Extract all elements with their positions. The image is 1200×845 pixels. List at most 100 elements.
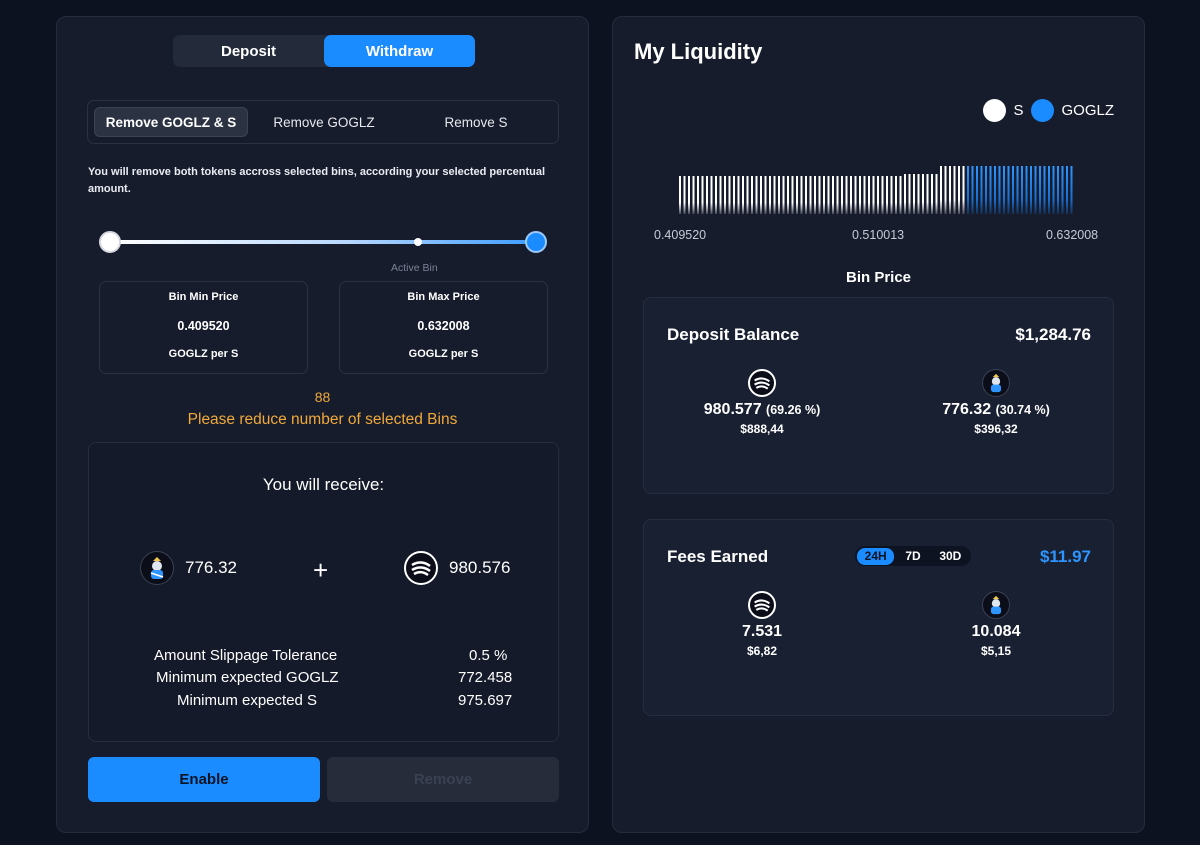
remove-goglz-tab[interactable]: Remove GOGLZ: [273, 114, 375, 130]
bin-bar: [1025, 166, 1028, 214]
bin-bar: [967, 166, 969, 214]
receive-goglz-amount: 776.32: [185, 558, 237, 577]
receive-summary: You will receive: 776.32 + 980.576 Amoun…: [88, 442, 559, 742]
plus-sign: +: [313, 555, 329, 585]
bin-bar: [926, 174, 929, 214]
bin-bar: [989, 166, 992, 214]
range-tab-7d[interactable]: 7D: [905, 548, 921, 563]
bin-bar: [976, 166, 978, 214]
bin-bar: [881, 176, 884, 214]
bin-bar: [1057, 166, 1059, 214]
bin-bar: [1003, 166, 1005, 214]
chart-legend: S GOGLZ: [975, 99, 1114, 122]
bin-bar: [859, 176, 861, 214]
bin-bar: [890, 176, 893, 214]
fees-goglz-amount: 10.084: [971, 623, 1021, 640]
bin-bar: [863, 176, 866, 214]
bin-bar: [742, 176, 744, 214]
bin-bar: [1030, 166, 1032, 214]
goglz-legend-swatch: [1031, 99, 1055, 122]
bin-bar: [917, 174, 920, 214]
fees-title: Fees Earned: [667, 547, 769, 566]
bin-bar: [877, 176, 879, 214]
slider-max-handle[interactable]: [525, 231, 547, 253]
fees-goglz-column: 10.084 $5,15: [921, 591, 1071, 658]
bin-bar: [953, 166, 956, 214]
bin-bar: [692, 176, 695, 214]
s-token-icon: [748, 369, 776, 397]
bin-max-unit: GOGLZ per S: [408, 348, 479, 360]
s-token-icon: [748, 591, 776, 619]
bin-bar: [980, 166, 983, 214]
remove-button[interactable]: Remove: [327, 757, 559, 802]
axis-tick-min: 0.409520: [654, 228, 707, 242]
remove-both-tab[interactable]: Remove GOGLZ & S: [94, 107, 248, 137]
deposit-goglz-pct: (30.74 %): [995, 403, 1050, 417]
bin-bar: [994, 166, 996, 214]
bin-bar: [710, 176, 713, 214]
tab-withdraw[interactable]: Withdraw: [324, 35, 475, 67]
range-tab-24h[interactable]: 24H: [857, 547, 895, 565]
bin-bar: [1039, 166, 1041, 214]
min-s-value: 975.697: [458, 692, 513, 709]
legend-label-s: S: [1013, 102, 1024, 119]
bin-bar: [854, 176, 857, 214]
bin-bar: [683, 176, 686, 214]
bin-range-slider[interactable]: Active Bin: [99, 229, 547, 274]
mode-toggle: Deposit Withdraw: [173, 35, 475, 67]
deposit-goglz-usd: $396,32: [974, 422, 1018, 436]
bin-bar: [701, 176, 704, 214]
bin-min-value: 0.409520: [177, 319, 230, 333]
bin-bar: [697, 176, 699, 214]
bin-bar: [791, 176, 794, 214]
bin-bar: [760, 176, 762, 214]
deposit-goglz-amount: 776.32: [942, 401, 992, 418]
legend-item-s: S: [983, 99, 1023, 122]
bin-bar: [814, 176, 816, 214]
deposit-s-pct: (69.26 %): [766, 403, 821, 417]
liquidity-bin-chart: [679, 166, 1073, 214]
bin-bar: [868, 176, 870, 214]
panel-title: My Liquidity: [634, 39, 763, 64]
bin-max-price-box: Bin Max Price 0.632008 GOGLZ per S: [339, 281, 548, 374]
bin-bar: [818, 176, 821, 214]
bin-bar: [998, 166, 1001, 214]
tab-deposit[interactable]: Deposit: [220, 42, 276, 60]
bin-bar: [895, 176, 897, 214]
bin-bar: [931, 174, 933, 214]
bin-bar: [773, 176, 776, 214]
liquidity-panel: My Liquidity S GOGLZ 0.409520 0.510013 0…: [612, 16, 1145, 833]
slippage-value: 0.5 %: [469, 647, 508, 664]
bin-bar: [1007, 166, 1010, 214]
bin-bar: [733, 176, 735, 214]
bin-bar: [769, 176, 771, 214]
deposit-total: $1,284.76: [1015, 325, 1091, 344]
bin-bar: [796, 176, 798, 214]
slider-track[interactable]: [109, 240, 537, 244]
receive-s-amount: 980.576: [449, 558, 511, 577]
deposit-s-column: 980.577 (69.26 %) $888,44: [687, 369, 837, 436]
bin-bar: [1043, 166, 1046, 214]
fees-s-usd: $6,82: [746, 644, 778, 658]
bin-bar: [1048, 166, 1050, 214]
bin-bar: [1066, 166, 1068, 214]
remove-s-tab[interactable]: Remove S: [444, 114, 508, 130]
bin-bar: [764, 176, 767, 214]
legend-label-goglz: GOGLZ: [1061, 102, 1114, 119]
slider-min-handle[interactable]: [99, 231, 121, 253]
bin-bar: [935, 174, 938, 214]
deposit-goglz-column: 776.32 (30.74 %) $396,32: [921, 369, 1071, 436]
bin-bar: [841, 176, 843, 214]
enable-button[interactable]: Enable: [88, 757, 320, 802]
bin-max-title: Bin Max Price: [407, 291, 480, 303]
fees-s-column: 7.531 $6,82: [687, 591, 837, 658]
bin-bar: [679, 176, 681, 214]
active-bin-label: Active Bin: [391, 262, 438, 274]
bin-bar: [908, 174, 911, 214]
range-tab-30d[interactable]: 30D: [939, 548, 962, 563]
bin-bar: [985, 166, 987, 214]
axis-tick-max: 0.632008: [1046, 228, 1099, 242]
bin-bar: [737, 176, 740, 214]
deposit-s-usd: $888,44: [740, 422, 784, 436]
bin-bar: [809, 176, 812, 214]
